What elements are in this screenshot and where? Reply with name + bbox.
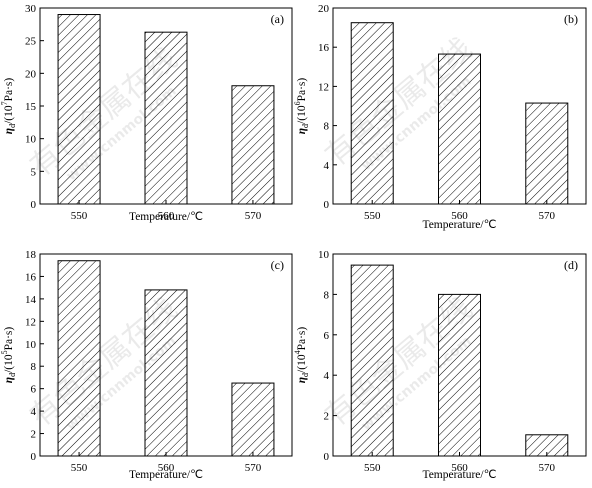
y-tick-label: 10 [25,134,37,146]
x-tick-label: 570 [539,462,556,474]
bar-550 [57,14,101,205]
chart-panel-b: 0 4 8 12 16 20 550 560 570 (b) Temperature/℃ ηd/(10… [293,3,587,231]
y-tick-label: 16 [25,271,37,283]
y-tick-label: 8 [324,289,330,301]
bar-560 [144,31,188,205]
x-tick-label: 550 [364,210,381,222]
bar-570 [525,102,569,205]
y-tick-label: 20 [25,68,37,80]
y-tick-label: 10 [318,249,330,261]
panel-label: (b) [564,12,578,26]
y-tick-label: 6 [324,330,330,342]
y-tick-label: 0 [324,451,330,463]
y-axis-title: ηd/(104Pa·s) [293,327,310,384]
x-tick-label: 550 [364,462,381,474]
y-tick-label: 12 [318,81,329,93]
y-tick-label: 16 [318,42,330,54]
y-tick-label: 4 [31,406,37,418]
y-axis-title: ηd/(105Pa·s) [0,327,17,384]
bar-550 [350,264,394,457]
chart-panel-d: 0 2 4 6 8 10 550 560 570 (d) Temperature/℃ ηd/(104P… [293,249,587,481]
y-tick-label: 15 [25,101,37,113]
panel-label: (a) [271,12,284,26]
y-tick-label: 5 [31,166,37,178]
x-axis-title: Temperature/℃ [129,211,203,223]
x-axis-title: Temperature/℃ [422,469,496,481]
y-tick-label: 0 [31,451,37,463]
y-tick-label: 12 [25,316,36,328]
y-tick-label: 6 [31,384,37,396]
y-tick-label: 0 [31,199,37,211]
bar-570 [231,382,275,457]
x-tick-label: 560 [451,210,468,222]
x-tick-label: 570 [539,210,556,222]
panel-label: (d) [564,258,578,272]
bar-560 [144,289,188,457]
x-tick-label: 550 [71,462,88,474]
bar-550 [350,22,394,205]
chart-panel-c: 0 2 4 6 8 10 12 14 16 18 550 560 570 (c) Temperature/℃… [0,249,293,481]
x-tick-label: 570 [245,462,262,474]
y-tick-label: 14 [25,294,37,306]
y-tick-label: 4 [324,370,330,382]
y-tick-label: 20 [318,3,330,15]
y-tick-label: 4 [324,160,330,172]
y-tick-label: 2 [324,411,330,423]
x-tick-label: 570 [245,210,262,222]
chart-panel-a: 0 5 10 15 20 25 30 550 560 570 (a) Temperature/℃ ηd/… [0,3,293,223]
y-tick-label: 0 [324,199,330,211]
panel-label: (c) [271,258,284,272]
y-tick-label: 25 [25,36,37,48]
y-axis-title: ηd/(107Pa·s) [0,78,17,135]
x-tick-label: 560 [158,210,175,222]
bar-560 [438,53,481,205]
x-tick-label: 560 [158,462,175,474]
y-tick-label: 30 [25,3,37,15]
bar-570 [231,85,275,205]
x-tick-label: 550 [71,210,88,222]
x-axis-title: Temperature/℃ [129,469,203,481]
y-tick-label: 8 [324,121,330,133]
y-tick-label: 8 [31,361,37,373]
y-tick-label: 18 [25,249,37,261]
x-axis-title: Temperature/℃ [422,219,496,231]
y-tick-label: 10 [25,339,37,351]
x-tick-label: 560 [451,462,468,474]
y-axis-title: ηd/(106Pa·s) [293,78,310,135]
y-tick-label: 2 [31,429,37,441]
